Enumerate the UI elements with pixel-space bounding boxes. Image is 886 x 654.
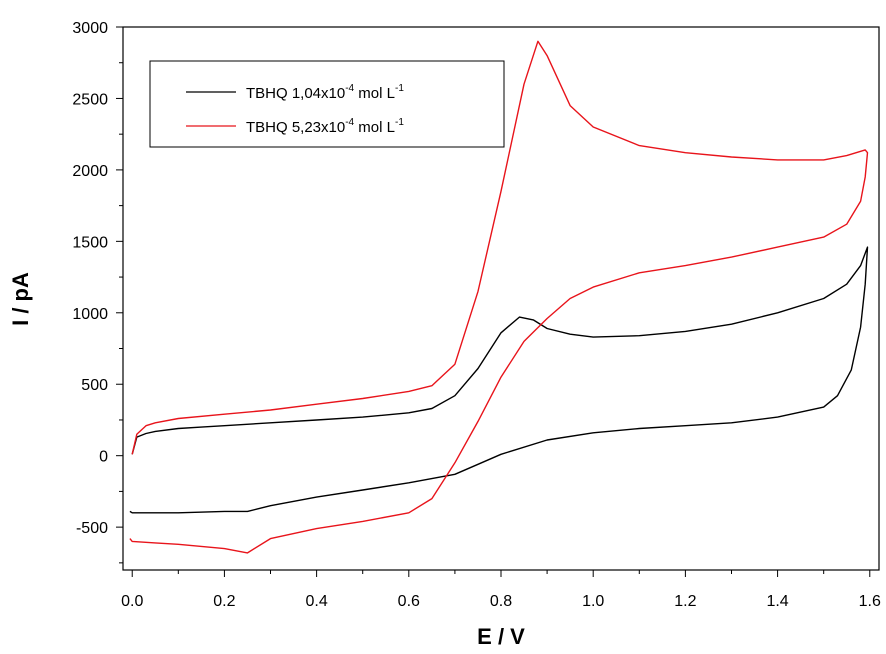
x-axis-ticks: 0.0 0.2 0.4 0.6 0.8 1.0 1.2 1.4 1.6: [121, 570, 881, 610]
x-tick-label: 0.4: [305, 593, 327, 610]
x-tick-label: 0.8: [490, 593, 512, 610]
series-lines: [129, 40, 869, 554]
y-tick-label: 3000: [72, 20, 108, 37]
x-tick-label: 1.2: [674, 593, 696, 610]
y-tick-label: 1000: [72, 306, 108, 323]
x-tick-label: 1.0: [582, 593, 604, 610]
y-axis-title: I / pA: [8, 272, 33, 326]
x-tick-label: 1.4: [766, 593, 788, 610]
x-tick-label: 0.0: [121, 593, 143, 610]
series-line-2: [129, 40, 869, 554]
y-tick-label: 0: [99, 449, 108, 466]
x-axis-title: E / V: [477, 624, 525, 649]
legend: TBHQ 1,04x10-4 mol L-1 TBHQ 5,23x10-4 mo…: [149, 60, 505, 148]
legend-box: [149, 60, 505, 148]
x-tick-label: 1.6: [859, 593, 881, 610]
y-axis-ticks: -500 0 500 1000 1500 2000 2500 3000: [72, 20, 123, 564]
y-tick-label: 2500: [72, 91, 108, 108]
y-tick-label: 1500: [72, 234, 108, 251]
y-tick-label: -500: [76, 520, 108, 537]
x-tick-label: 0.6: [398, 593, 420, 610]
legend-label-series-1: TBHQ 1,04x10-4 mol L-1: [246, 83, 404, 102]
series-line-1: [129, 246, 869, 514]
y-tick-label: 500: [81, 377, 108, 394]
legend-label-series-2: TBHQ 5,23x10-4 mol L-1: [246, 117, 404, 136]
x-tick-label: 0.2: [213, 593, 235, 610]
y-tick-label: 2000: [72, 163, 108, 180]
